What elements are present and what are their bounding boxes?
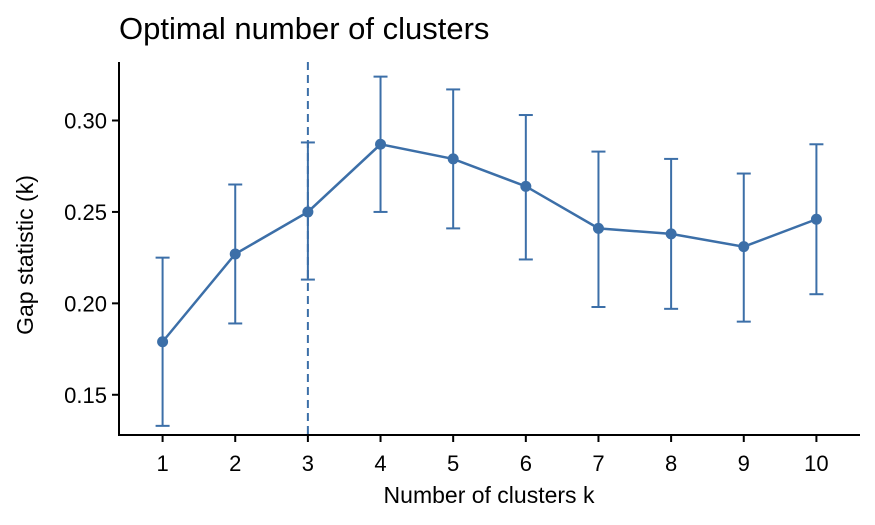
y-tick-label: 0.30 [64,109,107,134]
y-axis-ticks: 0.15 0.20 0.25 0.30 [64,109,119,408]
data-point [302,206,314,218]
data-point [375,138,387,150]
x-tick-label: 1 [156,451,168,476]
x-tick-label: 9 [738,451,750,476]
plot-area [155,62,824,435]
x-tick-label: 8 [665,451,677,476]
y-tick-label: 0.25 [64,200,107,225]
data-point [229,248,241,260]
data-point [447,153,459,165]
x-axis-ticks: 1 2 3 4 5 6 7 8 9 10 [156,435,829,476]
x-tick-label: 10 [804,451,828,476]
y-tick-label: 0.15 [64,383,107,408]
y-axis-label: Gap statistic (k) [12,175,38,335]
y-tick-label: 0.20 [64,291,107,316]
data-point [738,241,750,253]
data-point [157,336,169,348]
data-point [810,213,822,225]
data-point [665,228,677,240]
x-tick-label: 3 [302,451,314,476]
x-tick-label: 4 [374,451,386,476]
chart-title: Optimal number of clusters [119,11,489,46]
x-tick-label: 2 [229,451,241,476]
x-tick-label: 5 [447,451,459,476]
data-point [592,222,604,234]
data-point [520,180,532,192]
series-line [161,142,817,343]
x-tick-label: 6 [520,451,532,476]
x-axis-label: Number of clusters k [384,482,595,508]
x-tick-label: 7 [592,451,604,476]
